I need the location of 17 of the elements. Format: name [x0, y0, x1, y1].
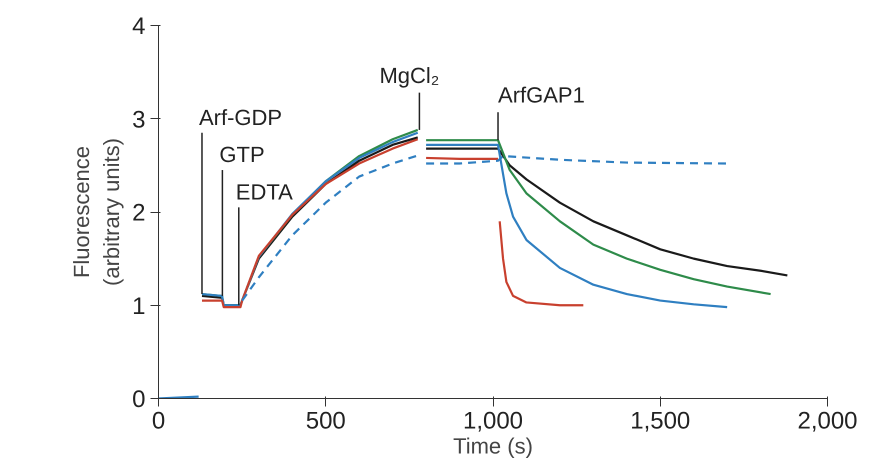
- x-axis-title: Time (s): [453, 434, 533, 458]
- y-tick-label: 1: [132, 292, 146, 320]
- y-tick-label: 3: [132, 106, 146, 134]
- y-axis-title: Fluorescence (arbitrary units): [69, 138, 124, 286]
- x-tick-label: 1,500: [630, 408, 690, 434]
- annotation: EDTA: [236, 180, 294, 205]
- annotation: MgCl₂: [379, 62, 440, 88]
- x-tick-label: 2,000: [797, 408, 858, 434]
- annotation: Arf-GDP: [198, 104, 282, 130]
- y-tick-label: 2: [132, 200, 146, 226]
- y-tick-label: 4: [132, 13, 146, 40]
- annotation: GTP: [219, 142, 265, 168]
- annotation: ArfGAP1: [498, 82, 585, 108]
- x-tick-label: 0: [152, 408, 166, 434]
- x-tick-label: 1,000: [462, 408, 524, 434]
- x-tick-label: 500: [306, 408, 346, 434]
- y-tick-label: 0: [132, 386, 146, 413]
